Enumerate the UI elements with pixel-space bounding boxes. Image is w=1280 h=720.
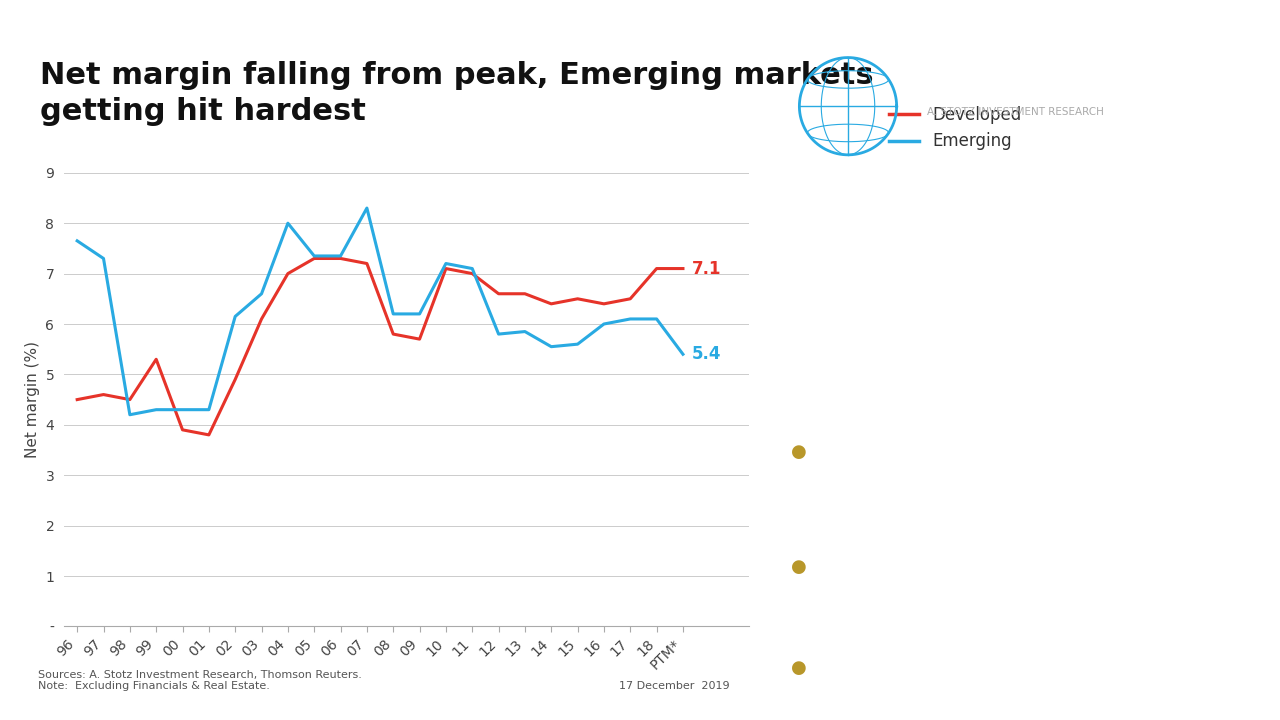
Text: 1: 1 [1252,692,1261,706]
Text: 7.1: 7.1 [692,259,722,277]
Text: It has fallen more in 2018
and the past 12 months as
well: It has fallen more in 2018 and the past … [826,659,1032,714]
Text: A. Stotz: A. Stotz [922,659,993,677]
Text: ●: ● [791,558,806,576]
Text: 17 December  2019: 17 December 2019 [620,681,730,691]
Text: A. STOTZ INVESTMENT RESEARCH: A. STOTZ INVESTMENT RESEARCH [927,107,1103,117]
Text: Andrew Stotz,: Andrew Stotz, [800,384,966,404]
Text: FVMR: FVMR [927,78,1006,98]
Text: INVESTING: INVESTING [973,78,1093,98]
Text: INVESTMENT
RESEARCH: INVESTMENT RESEARCH [1082,659,1153,680]
Text: ●: ● [791,659,806,677]
Text: Sources: A. Stotz Investment Research, Thomson Reuters.
Note:  Excluding Financi: Sources: A. Stotz Investment Research, T… [38,670,362,691]
Y-axis label: Net margin (%): Net margin (%) [24,341,40,458]
Text: ●: ● [791,443,806,461]
Text: 5.4: 5.4 [692,345,722,363]
Text: Emerging markets’ net
margin has been below
Developed since 2010: Emerging markets’ net margin has been be… [826,558,1005,613]
Text: Net margin falling from peak, Emerging markets
getting hit hardest: Net margin falling from peak, Emerging m… [41,61,874,126]
Text: In the past 12 months, Net
margin has fallen from its
peak in Developed markets: In the past 12 months, Net margin has fa… [826,443,1037,498]
Legend: Developed, Emerging: Developed, Emerging [882,99,1028,157]
Text: PhD, CFA: PhD, CFA [1032,384,1133,404]
